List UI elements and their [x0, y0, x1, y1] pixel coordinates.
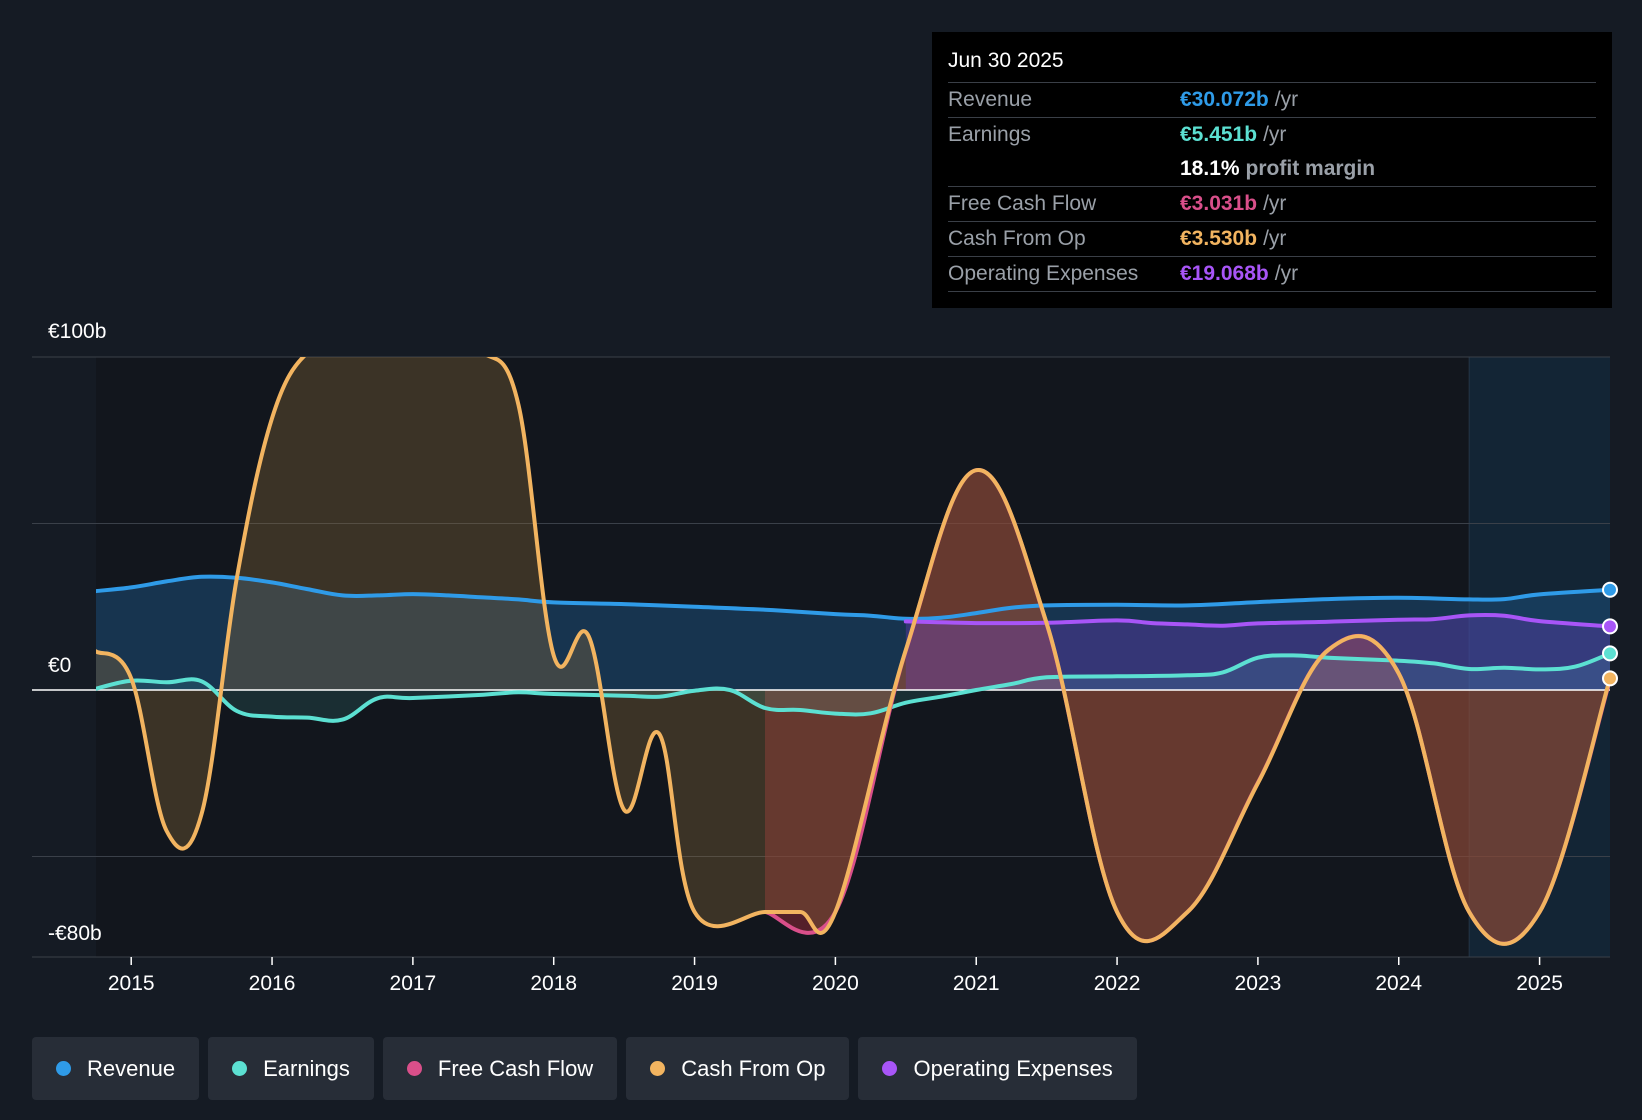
x-tick-label: 2021	[953, 972, 1000, 995]
tooltip-value-fcf: €3.031b	[1180, 192, 1258, 215]
legend-label-earnings: Earnings	[263, 1055, 350, 1081]
earnings-end-marker	[1602, 645, 1618, 662]
tooltip-unit-margin: profit margin	[1245, 157, 1376, 180]
legend-item-operating-expenses[interactable]: Operating Expenses	[858, 1037, 1137, 1100]
tooltip-unit-opex: /yr	[1274, 262, 1299, 285]
revenue-dot-icon	[56, 1061, 71, 1076]
legend-label-free-cash-flow: Free Cash Flow	[437, 1055, 594, 1081]
x-tick-label: 2025	[1516, 972, 1563, 995]
y-tick-label: €0	[48, 654, 71, 677]
cash-from-op-dot-icon	[650, 1061, 666, 1076]
earnings-dot-icon	[232, 1061, 248, 1076]
operating-expenses-dot-icon	[882, 1061, 898, 1076]
free-cash-flow-dot-icon	[406, 1061, 422, 1076]
legend-item-cash-from-op[interactable]: Cash From Op	[626, 1037, 850, 1100]
tooltip-panel: Jun 30 2025 Revenue €30.072b /yr Earning…	[932, 32, 1612, 308]
tooltip-unit-revenue: /yr	[1274, 88, 1299, 111]
x-tick-label: 2018	[530, 972, 577, 995]
tooltip-label-fcf: Free Cash Flow	[948, 192, 1097, 215]
tooltip-unit-fcf: /yr	[1263, 192, 1287, 215]
x-tick-label: 2017	[390, 972, 437, 995]
tooltip-value-margin: 18.1%	[1180, 157, 1240, 180]
cash-from-op-area	[96, 357, 1610, 944]
operating-expenses-end-marker	[1602, 618, 1618, 635]
tooltip-row-cfo: Cash From Op €3.530b /yr	[948, 222, 1596, 257]
free-cash-flow-area	[765, 469, 1610, 944]
tooltip-label-cfo: Cash From Op	[948, 227, 1086, 250]
cash-from-op-line	[96, 357, 1610, 946]
tooltip-label-revenue: Revenue	[948, 88, 1033, 111]
legend: Revenue Earnings Free Cash Flow Cash Fro…	[32, 1037, 1137, 1100]
tooltip-row-revenue: Revenue €30.072b /yr	[948, 83, 1596, 118]
tooltip-unit-earnings: /yr	[1263, 123, 1287, 146]
tooltip-value-cfo: €3.530b	[1180, 227, 1258, 250]
tooltip-row-fcf: Free Cash Flow €3.031b /yr	[948, 187, 1596, 222]
tooltip-label-opex: Operating Expenses	[948, 262, 1139, 285]
tooltip-value-opex: €19.068b	[1180, 262, 1269, 285]
tooltip-value-revenue: €30.072b	[1180, 88, 1269, 111]
x-tick-label: 2022	[1094, 972, 1141, 995]
legend-item-free-cash-flow[interactable]: Free Cash Flow	[382, 1037, 618, 1100]
y-tick-label: €100b	[48, 320, 106, 343]
x-tick-label: 2020	[812, 972, 859, 995]
y-tick-label: -€80b	[48, 922, 102, 945]
legend-item-earnings[interactable]: Earnings	[208, 1037, 374, 1100]
x-tick-label: 2015	[108, 972, 155, 995]
earnings-line	[96, 651, 1610, 723]
tooltip-value-earnings: €5.451b	[1180, 123, 1258, 146]
operating-expenses-area	[905, 614, 1610, 690]
x-tick-label: 2024	[1375, 972, 1422, 995]
cash-from-op-end-marker	[1602, 670, 1618, 687]
legend-label-operating-expenses: Operating Expenses	[913, 1055, 1113, 1081]
x-tick-label: 2016	[249, 972, 296, 995]
operating-expenses-line	[903, 612, 1610, 629]
x-tick-label: 2019	[671, 972, 718, 995]
tooltip-row-opex: Operating Expenses €19.068b /yr	[948, 257, 1596, 292]
tooltip-date: Jun 30 2025	[948, 32, 1596, 83]
tooltip-row-earnings: Earnings €5.451b /yr	[948, 118, 1596, 152]
x-tick-label: 2023	[1235, 972, 1282, 995]
legend-item-revenue[interactable]: Revenue	[32, 1037, 200, 1100]
tooltip-label-earnings: Earnings	[948, 123, 1031, 146]
legend-label-cash-from-op: Cash From Op	[681, 1055, 826, 1081]
revenue-end-marker	[1602, 581, 1618, 598]
tooltip-row-margin: 18.1% profit margin	[948, 152, 1596, 187]
tooltip-unit-cfo: /yr	[1263, 227, 1287, 250]
legend-label-revenue: Revenue	[87, 1055, 176, 1081]
revenue-line	[96, 574, 1610, 621]
